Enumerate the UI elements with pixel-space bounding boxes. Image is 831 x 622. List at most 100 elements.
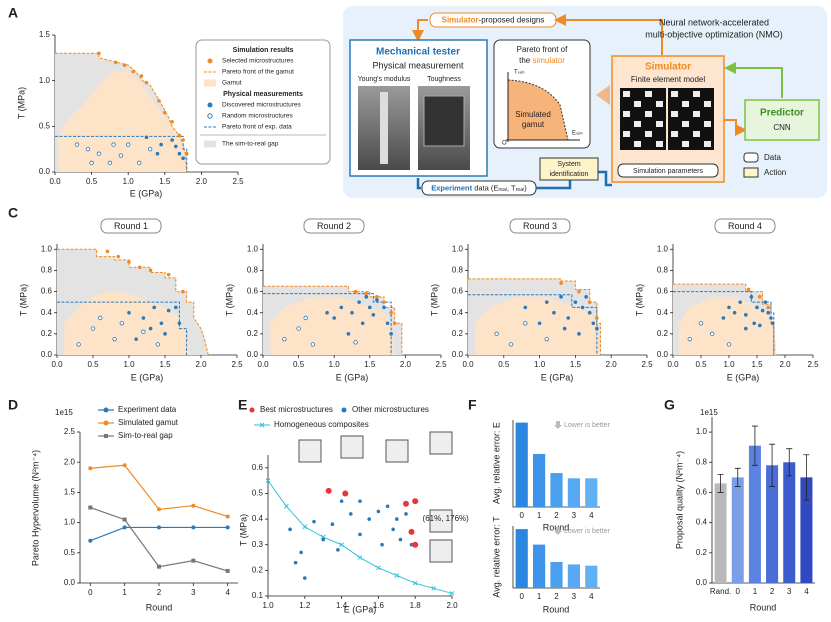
- point: [113, 60, 118, 65]
- legend-label: Selected microstructures: [222, 58, 294, 65]
- point: [749, 295, 754, 299]
- mini-axis-label: Eₛᵢₘ: [572, 131, 583, 137]
- point: [358, 532, 362, 537]
- x-axis-label: E (GPa): [131, 372, 164, 382]
- big-arrow: [596, 85, 610, 105]
- y-tick-label: 0.2: [452, 329, 464, 338]
- experiment-label: Experiment data (Eᵣₑₐₗ, Tᵣₑₐₗ): [431, 183, 527, 192]
- pattern-cell: [634, 101, 641, 107]
- point: [170, 119, 174, 124]
- point: [181, 138, 185, 142]
- x-tick-label: 0.5: [86, 177, 98, 186]
- mini-axis-label: Tₛᵢₘ: [514, 70, 525, 76]
- x-tick-label: 0.0: [462, 360, 474, 369]
- pattern-bg: [620, 88, 666, 150]
- y-tick-label: 0.8: [452, 266, 464, 275]
- chart: 0.1 0.2 0.3 0.4 0.5 0.6 1.0 1.2 1.4 1.6 1.8 2.0 E (G…: [238, 405, 469, 614]
- series-line: [90, 506, 228, 572]
- x-tick-label: 3: [191, 588, 196, 597]
- tester-subtitle: Physical measurement: [372, 60, 464, 70]
- point: [375, 295, 379, 299]
- mini-origin: O: [502, 141, 507, 147]
- annotation: Lower is better: [564, 422, 611, 429]
- x-tick-label: 1.4: [336, 601, 348, 610]
- x-tick-label: 1.8: [410, 601, 422, 610]
- point: [159, 321, 164, 326]
- point: [76, 342, 81, 347]
- point: [368, 305, 372, 310]
- point: [752, 321, 756, 326]
- point: [127, 260, 131, 264]
- x-tick-label: 4: [589, 592, 594, 601]
- pattern-cell: [623, 111, 630, 117]
- error-bar: [734, 467, 741, 487]
- point: [770, 321, 775, 326]
- front-line: [263, 293, 392, 355]
- point: [353, 340, 358, 345]
- designs-label-part: -proposed designs: [479, 16, 545, 25]
- pattern-cell: [671, 131, 678, 137]
- y-tick-label: 0.0: [696, 578, 708, 587]
- y-axis-label: T (MPa): [224, 284, 234, 316]
- x-tick-label: 4: [804, 587, 809, 596]
- point: [177, 151, 182, 156]
- marker: [225, 525, 230, 530]
- point: [127, 310, 131, 315]
- point: [758, 295, 762, 299]
- point: [584, 295, 588, 299]
- pattern-cell: [645, 111, 652, 117]
- bar: [748, 445, 761, 583]
- predictor-box: [744, 99, 820, 141]
- front-line: [468, 278, 601, 355]
- y-tick-label: 1.0: [452, 244, 464, 253]
- legend-x: [259, 422, 265, 428]
- bar: [585, 478, 598, 507]
- chart: 0.0 0.2 0.4 0.6 0.8 1.0 0.0 0.5 1.0 1.5 2.0 2.5 E (G…: [634, 218, 819, 382]
- y-tick-label: 2.5: [64, 427, 76, 436]
- legend-label: The sim-to-real gap: [222, 141, 279, 148]
- point: [577, 332, 581, 336]
- point: [763, 300, 768, 304]
- y-tick-label: 0.3: [252, 540, 264, 549]
- error-bar: [786, 448, 793, 477]
- x-tick-label: 2.5: [231, 360, 243, 369]
- x-tick-label: 2.0: [446, 601, 458, 610]
- y-tick-label: 0.0: [64, 578, 76, 587]
- x-tick-label: 0.5: [695, 360, 707, 369]
- point: [118, 153, 124, 158]
- axis-spine: [267, 455, 452, 597]
- predictor-title: Predictor: [760, 108, 804, 119]
- y-tick-label: 0.1: [252, 591, 264, 600]
- point: [392, 321, 397, 326]
- marker: [157, 525, 161, 530]
- point: [755, 305, 759, 310]
- point: [721, 316, 726, 320]
- point: [350, 310, 354, 315]
- point: [595, 316, 599, 320]
- y-tick-label: 0.5: [252, 489, 264, 498]
- legend-swatch: [207, 102, 213, 108]
- x-tick-label: 1.0: [123, 177, 135, 186]
- point: [595, 326, 599, 331]
- point: [371, 313, 376, 317]
- marker: [122, 525, 127, 530]
- x-tick-label: 1.6: [373, 601, 385, 610]
- point: [159, 142, 163, 147]
- pattern-cell: [645, 131, 652, 137]
- point: [562, 326, 567, 331]
- pattern-cell: [634, 141, 641, 147]
- x-tick-label: 2.5: [435, 360, 447, 369]
- pareto-box-part: the: [519, 56, 532, 65]
- marker: [157, 507, 161, 512]
- point: [144, 135, 149, 140]
- y-tick-label: 1.5: [39, 30, 51, 39]
- point: [336, 548, 340, 552]
- y-tick-label: 0.8: [696, 457, 708, 466]
- inset: [429, 431, 453, 455]
- y-axis-label: Pareto Hypervolume (N²m⁻⁴): [30, 450, 40, 566]
- x-marker: [412, 580, 418, 586]
- chart: 0.0 0.2 0.4 0.6 0.8 1.0 0.0 0.5 1.0 1.5 2.0 2.5 E (G…: [224, 218, 447, 382]
- legend-swatch: [103, 420, 109, 426]
- y-tick-label: 1.0: [41, 244, 53, 253]
